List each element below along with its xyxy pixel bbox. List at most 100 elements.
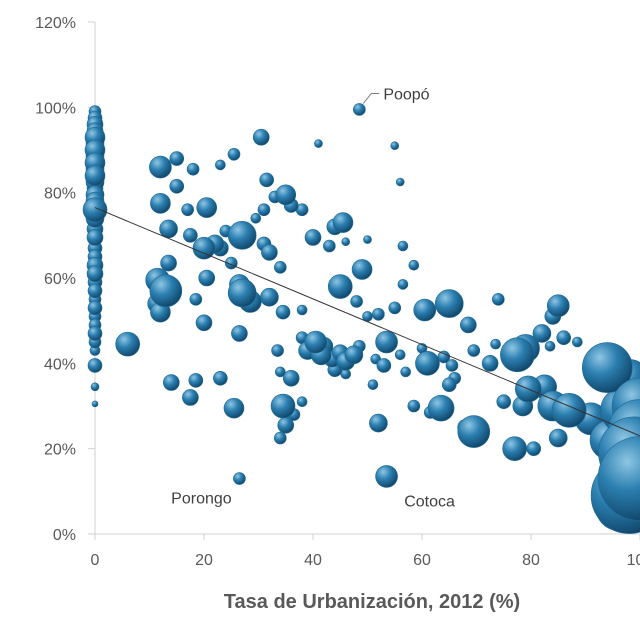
bubble-point [544,340,556,352]
bubble-point [367,379,379,390]
bubble-point [86,229,104,246]
bubbles [82,103,640,534]
bubble-point [413,298,437,322]
y-tick-label: 80% [44,186,76,203]
bubble-point [182,389,199,406]
y-tick-labels: 0% 20% 40% 60% 80% 100% 120% [35,15,95,544]
bubble-point [394,349,406,361]
trendline [94,207,640,437]
bubble-point [375,330,398,354]
bubble-point [397,240,409,252]
bubble-point [546,294,570,318]
bubble-point [363,235,372,244]
bubble-point [186,162,200,176]
y-tick-label: 120% [35,15,76,32]
bubble-point [273,431,287,445]
bubble-point [87,283,103,299]
bubble-point [369,413,388,433]
y-tick-label: 20% [44,442,76,459]
bubble-point [395,177,405,187]
bubble-point [188,373,204,388]
annotations: Poopó Porongo Cotoca [171,86,455,510]
y-tick-label: 100% [35,100,76,117]
bubble-point [149,274,183,308]
bubble-point [344,345,364,365]
bubble-point [149,155,172,179]
bubble-point [87,326,103,341]
bubble-point [526,441,542,456]
bubble-point [257,203,271,217]
bubble-point [169,178,185,194]
bubble-point [496,394,512,410]
bubble-point [332,212,354,233]
x-tick-labels: 0 20 40 60 80 100 [91,534,640,569]
x-tick-label: 20 [195,552,213,569]
bubble-point [261,244,278,261]
bubble-point [314,139,323,148]
bubble-point [275,184,297,206]
bubble-point [491,293,505,306]
bubble-point [400,366,411,378]
bubble-point [270,393,296,419]
bubble-point [327,274,353,299]
bubble-point [91,400,99,408]
bubble-point [84,165,106,186]
annotation-leader-line [362,92,380,104]
x-tick-label: 80 [522,552,540,569]
bubble-point [227,221,257,250]
bubble-point [274,366,286,378]
bubble-point [183,228,198,243]
x-tick-label: 100 [627,552,640,569]
bubble-point [223,397,245,419]
bubble-point [434,289,464,318]
bubble-point [87,358,103,373]
x-tick-label: 40 [304,552,322,569]
bubble-point [548,428,568,448]
bubble-point [189,293,203,306]
bubble-point [192,236,216,260]
bubble-point [169,151,185,166]
bubble-point [260,287,279,307]
bubble-point [275,304,291,320]
bubble-point [282,369,300,387]
bubble-point [215,159,226,171]
bubble-point [551,392,587,428]
bubble-point [460,316,477,334]
bubble-point [408,259,420,271]
bubble-point [372,307,385,321]
bubble-point [196,197,218,218]
bubble-point [353,103,366,116]
bubble-point [415,351,440,376]
bubble-point [259,172,274,188]
bubble-point [227,147,241,161]
bubble-point [500,337,535,373]
bubble-point [90,382,100,392]
bubble-point [271,344,284,357]
bubble-point [581,342,633,393]
bubble-point [250,212,262,224]
bubble-point [181,203,194,217]
bubble-point [467,344,481,357]
bubble-point [213,370,228,386]
bubble-point [159,219,178,239]
bubble-point [115,331,140,357]
bubble-point [376,358,392,373]
bubble-point [227,278,257,308]
annotation-label: Cotoca [404,493,455,510]
bubble-point [427,394,455,422]
bubble-point [407,399,421,413]
bubble-point [195,314,213,332]
x-axis-title: Tasa de Urbanización, 2012 (%) [224,591,520,613]
bubble-point [296,396,308,408]
bubble-point [572,336,583,348]
bubble-point [304,229,322,246]
annotation-label: Poopó [383,86,429,103]
bubble-point [150,193,171,214]
bubble-point [82,197,108,223]
bubble-point [481,355,499,372]
bubble-point [388,301,402,315]
bubble-point [86,265,104,283]
bubble-point [323,239,336,253]
bubble-point [457,415,491,448]
